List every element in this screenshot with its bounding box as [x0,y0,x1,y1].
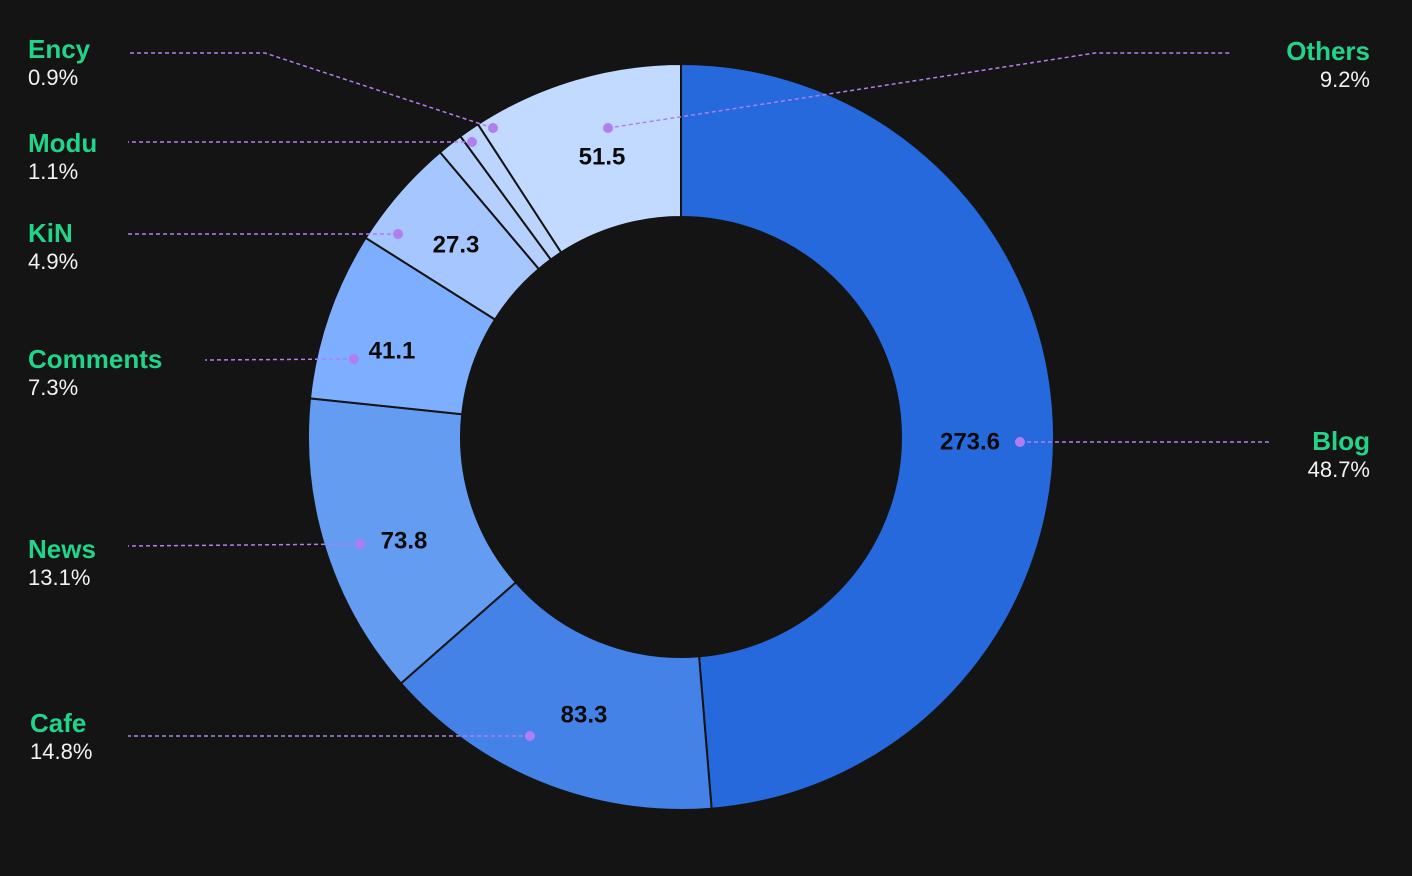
legend-pct-comments: 7.3% [28,375,79,400]
legend-item-news: News 13.1% [28,534,96,592]
legend-label-blog: Blog [1312,426,1370,456]
legend-item-modu: Modu 1.1% [28,128,97,186]
legend-pct-modu: 1.1% [28,159,79,184]
value-label-others: 51.5 [579,144,626,171]
legend-label-comments: Comments [28,344,163,374]
leader-dot-kin [393,229,403,239]
legend-label-news: News [28,534,96,564]
value-label-kin: 27.3 [433,232,480,259]
legend-item-comments: Comments 7.3% [28,344,162,402]
legend-item-cafe: Cafe 14.8% [30,708,92,766]
legend-pct-kin: 4.9% [28,249,79,274]
leader-line-others [607,52,1232,129]
legend-item-blog: Blog 48.7% [1308,426,1370,484]
leader-dot-cafe [525,731,535,741]
leader-line-news [127,543,361,547]
leader-dot-others [603,123,613,133]
leader-line-ency [128,52,494,129]
value-label-blog: 273.6 [940,429,1000,456]
legend-pct-ency: 0.9% [28,65,79,90]
slice-others [476,62,682,254]
value-label-cafe: 83.3 [561,702,608,729]
legend-label-cafe: Cafe [30,708,87,738]
leader-dot-modu [467,137,477,147]
legend-item-others: Others 9.2% [1286,36,1370,94]
leader-dot-news [355,539,365,549]
legend-pct-blog: 48.7% [1307,457,1370,482]
leader-line-comments [204,358,355,361]
legend-pct-others: 9.2% [1319,67,1370,92]
legend-label-kin: KiN [28,218,73,248]
leader-dot-blog [1015,437,1025,447]
slice-blog [680,62,1055,810]
slice-news [307,397,518,685]
legend-label-ency: Ency [28,34,91,64]
leader-dot-comments [349,354,359,364]
legend-label-modu: Modu [28,128,98,158]
legend-label-others: Others [1286,36,1370,66]
value-label-news: 73.8 [381,528,428,555]
value-label-comments: 41.1 [369,338,416,365]
legend-item-ency: Ency 0.9% [28,34,90,92]
slice-cafe [399,580,713,811]
legend-pct-cafe: 14.8% [30,739,93,764]
legend-item-kin: KiN 4.9% [28,218,78,276]
leader-dot-ency [488,123,498,133]
legend-pct-news: 13.1% [28,565,91,590]
